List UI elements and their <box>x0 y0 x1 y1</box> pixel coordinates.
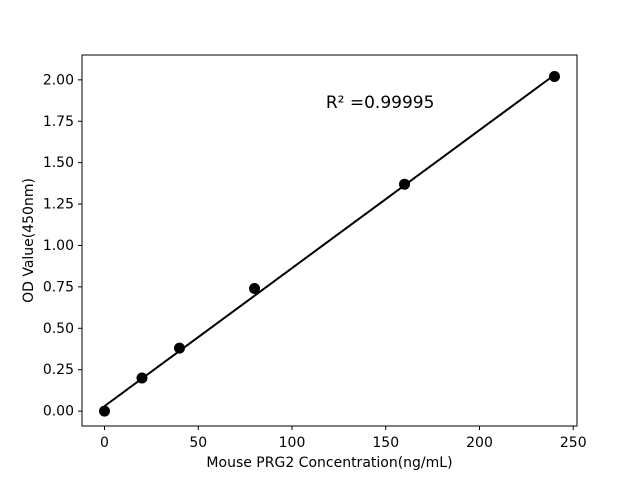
x-tick-label: 150 <box>372 435 399 451</box>
fit-line <box>103 74 556 407</box>
y-axis-label: OD Value(450nm) <box>21 178 37 303</box>
y-tick-label: 1.50 <box>43 155 74 171</box>
y-tick-label: 1.25 <box>43 197 74 213</box>
y-tick-label: 0.50 <box>43 321 74 337</box>
y-tick-label: 0.00 <box>43 404 74 420</box>
x-tick-label: 50 <box>189 435 207 451</box>
y-tick-label: 2.00 <box>43 72 74 88</box>
x-tick-label: 0 <box>100 435 109 451</box>
y-tick-label: 0.75 <box>43 279 74 295</box>
x-axis-label: Mouse PRG2 Concentration(ng/mL) <box>206 455 452 471</box>
y-tick-label: 1.75 <box>43 114 74 130</box>
data-point <box>99 405 110 417</box>
annotation-r-squared: R² =0.99995 <box>326 93 435 113</box>
data-point <box>399 178 410 190</box>
series-layer <box>99 71 560 417</box>
y-tick-label: 0.25 <box>43 362 74 378</box>
data-point <box>174 342 185 354</box>
data-point <box>549 71 560 83</box>
data-point <box>136 372 148 384</box>
x-tick-label: 100 <box>279 435 306 451</box>
x-tick-label: 200 <box>466 435 493 451</box>
x-tick-label: 250 <box>560 435 587 451</box>
plot-area-border <box>81 54 578 427</box>
axes-layer: 0 50 100 150 200 250 0.00 0.25 0.50 0.75 1.00 1.25 1… <box>43 72 587 451</box>
y-tick-label: 1.00 <box>43 238 74 254</box>
data-point <box>249 283 260 295</box>
